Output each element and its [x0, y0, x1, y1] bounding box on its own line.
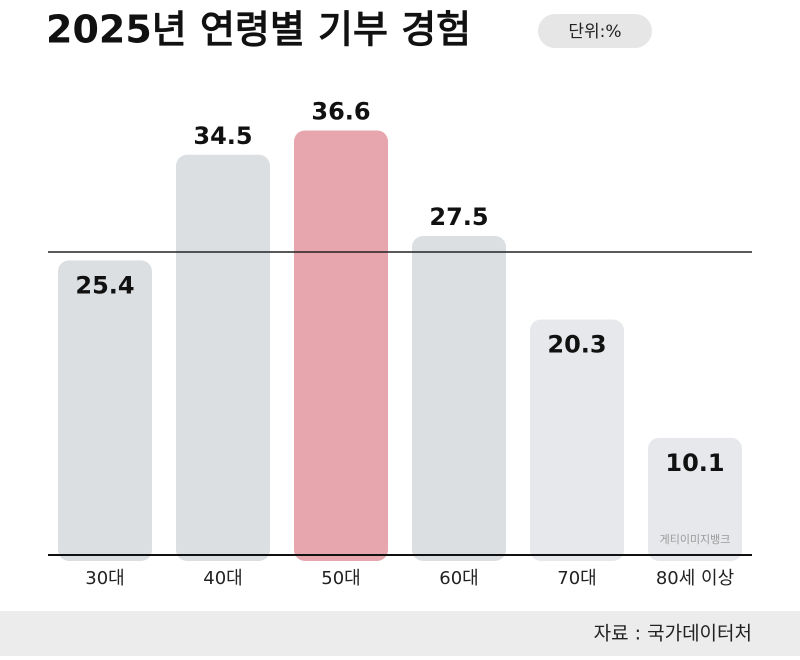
bar [58, 260, 152, 561]
bar [530, 319, 624, 561]
value-label: 27.5 [429, 203, 488, 231]
unit-badge [538, 14, 652, 48]
value-label: 36.6 [311, 97, 370, 125]
value-label: 34.5 [193, 122, 252, 150]
unit-label: 단위:% [568, 22, 621, 42]
x-tick-label: 40대 [203, 568, 242, 589]
value-label: 20.3 [547, 331, 606, 359]
bar [176, 154, 270, 562]
x-tick-label: 60대 [439, 568, 478, 589]
value-label: 25.4 [75, 271, 134, 299]
bar [648, 437, 742, 561]
value-label: 10.1 [665, 449, 724, 477]
chart-title: 2025년 연령별 기부 경험 [46, 8, 471, 52]
footer [0, 611, 800, 656]
bars: 25.4 30대 34.5 40대 36.6 50대 27.5 60대 20.3 70대 10.1 8… [58, 97, 742, 589]
bar [412, 236, 506, 561]
photo-credit: 게티이미지뱅크 [660, 533, 731, 546]
x-tick-label: 50대 [321, 568, 360, 589]
x-tick-label: 70대 [557, 568, 596, 589]
bar [294, 130, 388, 561]
x-tick-label: 80세 이상 [656, 568, 734, 589]
x-tick-label: 30대 [85, 568, 124, 589]
source: 자료 : 국가데이터처 [594, 623, 752, 645]
